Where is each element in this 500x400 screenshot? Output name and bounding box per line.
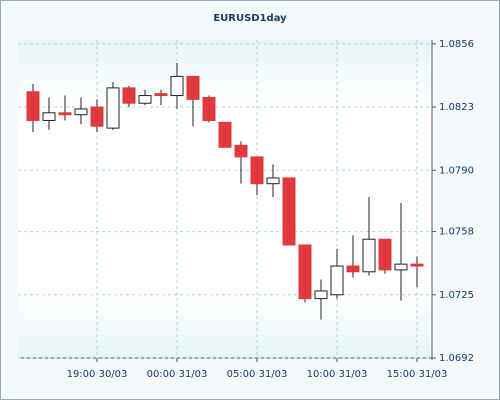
x-tick-label: 05:00 31/03	[227, 369, 288, 380]
candle-body	[314, 290, 328, 300]
candle-body	[330, 265, 344, 296]
candle-body	[90, 106, 104, 127]
candle-body	[202, 96, 216, 121]
candle-body	[298, 244, 312, 300]
candle-body	[362, 238, 376, 273]
candle-body	[234, 144, 248, 158]
y-tick-label: 1.0692	[439, 353, 474, 364]
plot-area	[18, 40, 432, 358]
y-tick-label: 1.0856	[439, 39, 474, 50]
y-tick-label: 1.0790	[439, 165, 474, 176]
candle-body	[58, 112, 72, 116]
candle-body	[346, 265, 360, 273]
candle-body	[394, 263, 408, 271]
candle-body	[122, 87, 136, 104]
x-tick-label: 15:00 31/03	[387, 369, 448, 380]
chart-title: EURUSD1day	[213, 13, 287, 24]
y-tick-label: 1.0823	[439, 102, 474, 113]
candle-body	[250, 156, 264, 185]
candle-body	[170, 75, 184, 97]
candle-body	[138, 95, 152, 104]
candle-body	[378, 238, 392, 271]
candle-body	[26, 91, 40, 121]
x-tick-label: 19:00 30/03	[67, 369, 128, 380]
y-tick-label: 1.0725	[439, 290, 474, 301]
candle-body	[106, 87, 120, 129]
candle-body	[266, 177, 280, 185]
x-tick-label: 10:00 31/03	[307, 369, 368, 380]
candle-body	[42, 112, 56, 121]
x-tick-label: 00:00 31/03	[147, 369, 208, 380]
candle-body	[282, 177, 296, 246]
candle-body	[186, 75, 200, 100]
candle-body	[410, 263, 424, 267]
candle-body	[154, 93, 168, 97]
y-tick-label: 1.0758	[439, 227, 474, 238]
candle-body	[218, 121, 232, 148]
candle-body	[74, 108, 88, 116]
